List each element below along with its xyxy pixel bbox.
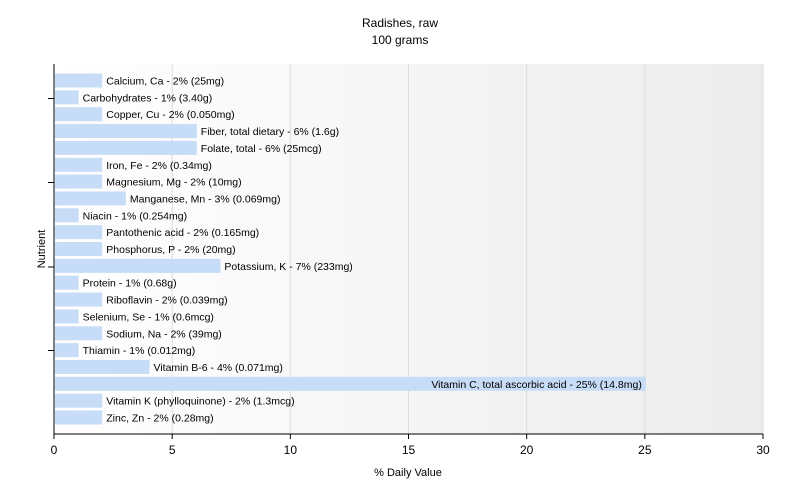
bar-label: Zinc, Zn - 2% (0.28mg) xyxy=(106,413,213,425)
bar xyxy=(55,275,79,290)
bar-label: Calcium, Ca - 2% (25mg) xyxy=(106,76,224,88)
bar xyxy=(55,208,79,223)
x-tick-label: 10 xyxy=(284,443,298,457)
y-axis-title: Nutrient xyxy=(36,230,48,269)
x-tick-label: 30 xyxy=(756,443,770,457)
bar-label: Sodium, Na - 2% (39mg) xyxy=(106,328,222,340)
bar xyxy=(55,140,197,155)
bar xyxy=(55,90,79,105)
bar xyxy=(55,124,197,139)
bar xyxy=(55,191,126,206)
bar-label: Vitamin C, total ascorbic acid - 25% (14… xyxy=(431,379,641,391)
bar-label: Manganese, Mn - 3% (0.069mg) xyxy=(130,193,281,205)
x-tick-label: 25 xyxy=(638,443,652,457)
bar-label: Potassium, K - 7% (233mg) xyxy=(224,261,352,273)
bar xyxy=(55,225,103,240)
bar-label: Carbohydrates - 1% (3.40g) xyxy=(83,92,213,104)
bar-label: Magnesium, Mg - 2% (10mg) xyxy=(106,177,241,189)
x-ticks: 0 5 10 15 20 25 30 xyxy=(51,434,770,457)
x-tick-label: 20 xyxy=(520,443,534,457)
bar xyxy=(55,258,221,273)
bar-label: Iron, Fe - 2% (0.34mg) xyxy=(106,160,212,172)
bar xyxy=(55,393,103,408)
x-axis-title: % Daily Value xyxy=(374,467,442,479)
bars: Calcium, Ca - 2% (25mg) Carbohydrates - 1… xyxy=(55,73,646,425)
chart-title: Radishes, raw xyxy=(362,16,438,30)
bar xyxy=(55,326,103,341)
bar xyxy=(55,376,646,391)
bar xyxy=(55,309,79,324)
bar-label: Riboflavin - 2% (0.039mg) xyxy=(106,295,227,307)
bar xyxy=(55,410,103,425)
bar-label: Pantothenic acid - 2% (0.165mg) xyxy=(106,227,259,239)
bar-label: Vitamin K (phylloquinone) - 2% (1.3mcg) xyxy=(106,396,294,408)
bar xyxy=(55,242,103,256)
x-tick-label: 5 xyxy=(169,443,176,457)
bar xyxy=(55,157,103,172)
bar xyxy=(55,359,150,374)
x-tick-label: 15 xyxy=(402,443,416,457)
bar-label: Protein - 1% (0.68g) xyxy=(83,278,177,290)
bar xyxy=(55,107,103,122)
bar-label: Fiber, total dietary - 6% (1.6g) xyxy=(201,126,339,138)
chart-subtitle: 100 grams xyxy=(372,33,429,47)
bar-label: Thiamin - 1% (0.012mg) xyxy=(83,345,196,357)
bar-label: Folate, total - 6% (25mcg) xyxy=(201,143,322,155)
bar xyxy=(55,174,103,189)
bar xyxy=(55,343,79,358)
bar-label: Phosphorus, P - 2% (20mg) xyxy=(106,244,235,256)
bar xyxy=(55,73,103,88)
bar-label: Vitamin B-6 - 4% (0.071mg) xyxy=(154,362,283,374)
bar-label: Selenium, Se - 1% (0.6mcg) xyxy=(83,311,214,323)
bar xyxy=(55,292,103,307)
bar-label: Copper, Cu - 2% (0.050mg) xyxy=(106,109,234,121)
x-tick-label: 0 xyxy=(51,443,58,457)
bar-label: Niacin - 1% (0.254mg) xyxy=(83,210,187,222)
